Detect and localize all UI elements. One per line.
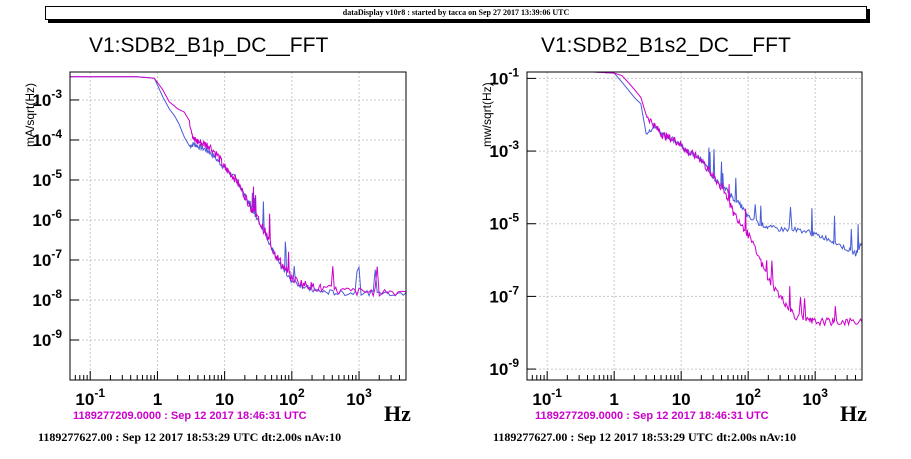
plot-area-right[interactable]: 10-1 1 10 102 10310-110-310-510-710-9mw/sqrt… <box>456 0 911 459</box>
reference-timestamp: 1189277209.0000 : Sep 12 2017 18:46:31 U… <box>535 410 769 422</box>
x-tick-label: 10 <box>672 390 691 409</box>
x-tick-label: 1 <box>153 390 162 409</box>
x-tick-label: 103 <box>802 386 828 409</box>
current-timestamp: 1189277627.00 : Sep 12 2017 18:53:29 UTC… <box>493 430 797 444</box>
reference-timestamp: 1189277209.0000 : Sep 12 2017 18:46:31 U… <box>73 410 307 422</box>
x-tick-label: 10-1 <box>532 386 562 409</box>
plot-area-left[interactable]: 10-1 1 10 102 10310-310-410-510-610-710-810-… <box>0 0 455 459</box>
y-tick-label: 10-9 <box>32 327 62 350</box>
x-axis-label: Hz <box>840 401 867 426</box>
series-line-current <box>527 71 863 257</box>
x-tick-label: 10 <box>215 390 234 409</box>
x-tick-label: 10-1 <box>75 386 105 409</box>
y-axis-label: mA/sqrt(Hz) <box>23 83 37 147</box>
series-line-reference <box>527 71 863 327</box>
chart-panel-left: V1:SDB2_B1p_DC__FFT 10-1 1 10 102 103 10-3 10-… <box>0 0 455 459</box>
chart-title: V1:SDB2_B1p_DC__FFT <box>89 34 329 57</box>
series-line-reference <box>70 76 407 298</box>
chart-title: V1:SDB2_B1s2_DC__FFT <box>541 34 791 57</box>
chart-panel-right: V1:SDB2_B1s2_DC__FFT 10-1 1 10 102 103 10-1 10… <box>456 0 911 459</box>
y-tick-label: 10-5 <box>489 211 519 234</box>
y-tick-label: 10-5 <box>32 167 62 190</box>
plot-frame <box>69 71 407 381</box>
current-timestamp: 1189277627.00 : Sep 12 2017 18:53:29 UTC… <box>38 430 342 444</box>
series-line-current <box>70 76 407 298</box>
y-tick-label: 10-7 <box>32 247 62 270</box>
plot-frame <box>526 71 863 381</box>
y-axis-label: mw/sqrt(Hz) <box>480 82 494 147</box>
x-tick-label: 103 <box>346 386 372 409</box>
window-title: dataDisplay v10r8 : started by tacca on … <box>342 8 570 17</box>
y-tick-label: 10-9 <box>489 356 519 379</box>
x-tick-label: 1 <box>609 390 618 409</box>
y-tick-label: 10-8 <box>32 287 62 310</box>
x-axis-label: Hz <box>384 401 411 426</box>
window-title-bar: dataDisplay v10r8 : started by tacca on … <box>45 6 867 20</box>
y-tick-label: 10-6 <box>32 207 62 230</box>
x-tick-label: 102 <box>735 386 761 409</box>
x-tick-label: 102 <box>279 386 305 409</box>
y-tick-label: 10-7 <box>489 283 519 306</box>
